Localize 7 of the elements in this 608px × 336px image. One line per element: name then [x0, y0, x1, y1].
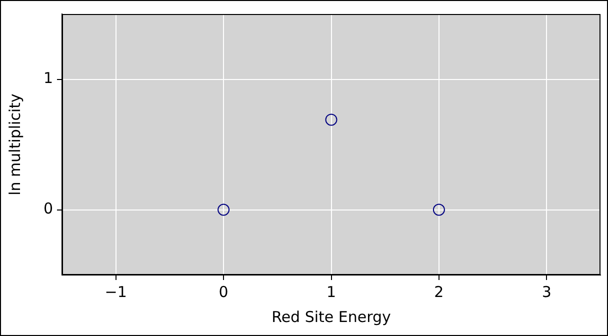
x-tick-label: 0 [218, 282, 228, 301]
x-axis-title: Red Site Energy [272, 308, 392, 326]
x-tick-label: −1 [104, 282, 127, 301]
x-tick-label: 3 [542, 282, 552, 301]
x-tick-label: 1 [326, 282, 336, 301]
x-tick-label: 2 [434, 282, 444, 301]
y-axis-title: ln multiplicity [6, 93, 24, 196]
